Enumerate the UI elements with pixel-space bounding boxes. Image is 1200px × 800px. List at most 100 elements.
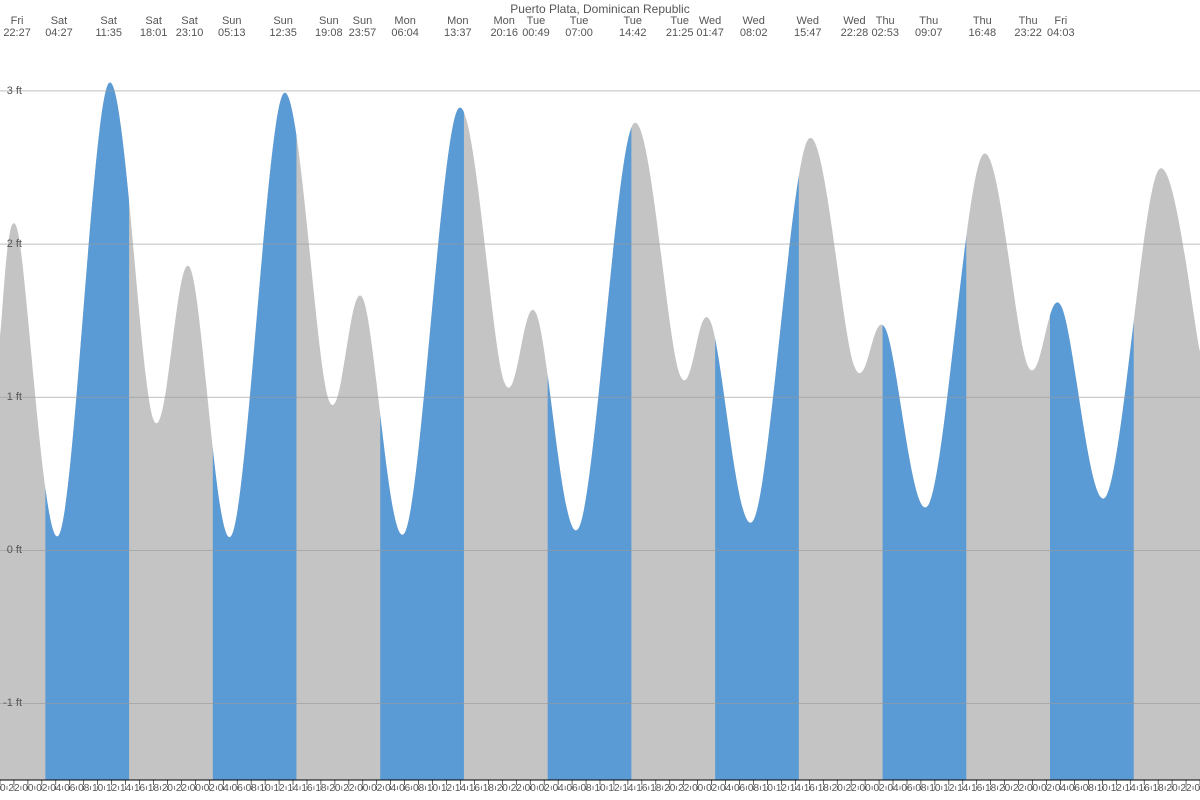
extrema-label: Mon06:04 <box>391 15 419 39</box>
x-axis-hour: 06 <box>567 783 578 794</box>
extrema-label: Tue21:25 <box>666 15 694 39</box>
x-axis-hour: 00 <box>190 783 201 794</box>
x-axis-hour: 04 <box>385 783 396 794</box>
x-axis-hour: 14 <box>622 783 633 794</box>
x-axis-hour: 04 <box>553 783 564 794</box>
x-axis-hour: 22 <box>846 783 857 794</box>
x-axis-hour: 18 <box>650 783 661 794</box>
extrema-label: Sun23:57 <box>349 15 377 39</box>
extrema-label: Wed15:47 <box>794 15 822 39</box>
x-axis-hour: 02 <box>539 783 550 794</box>
extrema-label: Fri04:03 <box>1047 15 1075 39</box>
y-axis-label: 1 ft <box>7 391 22 403</box>
x-axis-hour: 18 <box>1153 783 1164 794</box>
x-axis-hour: 04 <box>720 783 731 794</box>
extrema-label: Tue14:42 <box>619 15 647 39</box>
x-axis-hour: 20 <box>664 783 675 794</box>
x-axis-hour: 08 <box>1083 783 1094 794</box>
extrema-label: Wed22:28 <box>841 15 869 39</box>
x-axis-hour: 04 <box>50 783 61 794</box>
x-axis-hour: 20 <box>999 783 1010 794</box>
extrema-label: Thu16:48 <box>969 15 997 39</box>
x-axis-hour: 06 <box>1069 783 1080 794</box>
x-axis-hour: 10 <box>427 783 438 794</box>
x-axis-hour: 00 <box>525 783 536 794</box>
x-axis-hour: 08 <box>413 783 424 794</box>
x-axis-hour: 14 <box>1125 783 1136 794</box>
y-axis-label: -1 ft <box>3 697 22 709</box>
x-axis-hour: 10 <box>260 783 271 794</box>
y-axis-label: 2 ft <box>7 238 22 250</box>
x-axis-hour: 04 <box>1055 783 1066 794</box>
x-axis-hour: 14 <box>287 783 298 794</box>
x-axis-hour: 22 <box>511 783 522 794</box>
x-axis-hour: 16 <box>971 783 982 794</box>
x-axis-hour: 16 <box>636 783 647 794</box>
x-axis-hour: 08 <box>78 783 89 794</box>
x-axis-hour: 10 <box>929 783 940 794</box>
x-axis-hour: 20 <box>1167 783 1178 794</box>
x-axis-hour: 22 <box>343 783 354 794</box>
extrema-label: Thu23:22 <box>1014 15 1042 39</box>
x-axis-hour: 14 <box>455 783 466 794</box>
tide-chart <box>0 0 1200 800</box>
x-axis-hour: 20 <box>832 783 843 794</box>
x-axis-hour: 12 <box>441 783 452 794</box>
x-axis-hour: 08 <box>580 783 591 794</box>
x-axis-hour: 18 <box>315 783 326 794</box>
x-axis-hour: 14 <box>120 783 131 794</box>
x-axis-hour: 06 <box>232 783 243 794</box>
x-axis-hour: 18 <box>483 783 494 794</box>
extrema-label: Wed08:02 <box>740 15 768 39</box>
y-axis-label: 3 ft <box>7 85 22 97</box>
x-axis-hour: 10 <box>594 783 605 794</box>
x-axis-hour: 22 <box>176 783 187 794</box>
x-axis-hour: 02 <box>371 783 382 794</box>
extrema-label: Sun05:13 <box>218 15 246 39</box>
x-axis-hour: 02 <box>706 783 717 794</box>
x-axis-hour: 10 <box>762 783 773 794</box>
x-axis-hour: 06 <box>901 783 912 794</box>
x-axis-hour: 10 <box>1097 783 1108 794</box>
x-axis-hour: 16 <box>1139 783 1150 794</box>
x-axis-hour: 18 <box>985 783 996 794</box>
x-axis-hour: 14 <box>790 783 801 794</box>
x-axis-hour: 20 <box>497 783 508 794</box>
x-axis-hour: 02 <box>1041 783 1052 794</box>
x-axis-hour: 02 <box>36 783 47 794</box>
x-axis-hour: 22 <box>8 783 19 794</box>
x-axis-hour: 00 <box>22 783 33 794</box>
x-axis-hour: 16 <box>804 783 815 794</box>
x-axis-hour: 00 <box>860 783 871 794</box>
x-axis-hour: 02 <box>204 783 215 794</box>
x-axis-hour: 20 <box>162 783 173 794</box>
extrema-label: Sun12:35 <box>269 15 297 39</box>
x-axis-hour: 20 <box>329 783 340 794</box>
y-axis-label: 0 ft <box>7 544 22 556</box>
x-axis-hour: 22 <box>678 783 689 794</box>
extrema-label: Sat18:01 <box>140 15 168 39</box>
x-axis-hour: 12 <box>776 783 787 794</box>
extrema-label: Tue07:00 <box>565 15 593 39</box>
x-axis-hour: 04 <box>887 783 898 794</box>
x-axis-hour: 20 <box>0 783 6 794</box>
extrema-label: Tue00:49 <box>522 15 550 39</box>
x-axis-hour: 00 <box>692 783 703 794</box>
x-axis-hour: 00 <box>1027 783 1038 794</box>
x-axis-hour: 16 <box>469 783 480 794</box>
extrema-label: Sat23:10 <box>176 15 204 39</box>
x-axis-hour: 12 <box>106 783 117 794</box>
x-axis-hour: 08 <box>246 783 257 794</box>
x-axis-hour: 14 <box>957 783 968 794</box>
x-axis-hour: 00 <box>1194 783 1200 794</box>
x-axis-hour: 18 <box>148 783 159 794</box>
x-axis-hour: 06 <box>64 783 75 794</box>
x-axis-hour: 18 <box>818 783 829 794</box>
x-axis-hour: 22 <box>1180 783 1191 794</box>
x-axis-hour: 22 <box>1013 783 1024 794</box>
x-axis-hour: 08 <box>915 783 926 794</box>
x-axis-hour: 10 <box>92 783 103 794</box>
extrema-label: Thu02:53 <box>871 15 899 39</box>
x-axis-hour: 04 <box>218 783 229 794</box>
extrema-label: Wed01:47 <box>696 15 724 39</box>
